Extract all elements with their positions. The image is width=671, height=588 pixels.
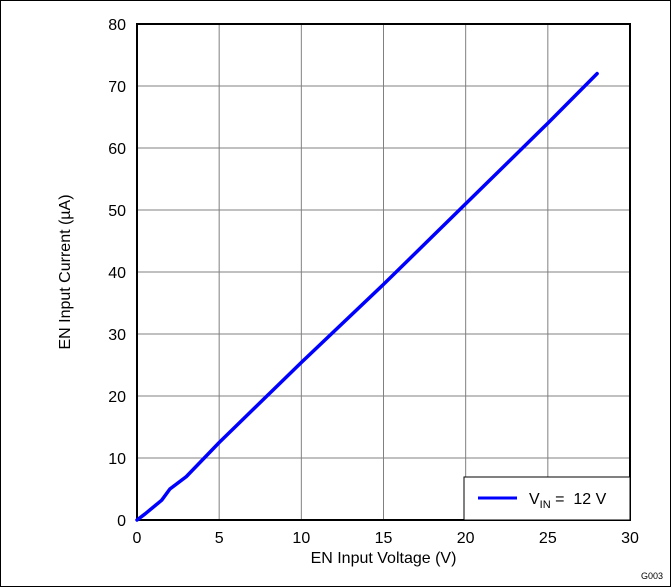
- series-layer: [135, 71, 599, 522]
- y-tick-label: 70: [108, 79, 126, 96]
- legend: VIN = 12 V: [463, 476, 631, 521]
- plot-area-border: [136, 23, 631, 521]
- x-tick-label: 20: [457, 530, 475, 547]
- x-tick-label: 0: [133, 530, 142, 547]
- figure-code: G003: [641, 571, 663, 581]
- x-axis-title: EN Input Voltage (V): [311, 550, 457, 567]
- axis-ticks: 0 5 10 15 20 25 30 0 10 20 30 40 50 60 70 80: [108, 17, 639, 547]
- x-tick-label: 25: [539, 530, 557, 547]
- y-tick-label: 40: [108, 265, 126, 282]
- y-tick-label: 60: [108, 141, 126, 158]
- y-tick-label: 50: [108, 203, 126, 220]
- y-axis-title: EN Input Current (µA): [57, 194, 74, 349]
- x-tick-label: 30: [621, 530, 639, 547]
- legend-label-subscript: IN: [540, 499, 551, 511]
- y-tick-label: 20: [108, 389, 126, 406]
- legend-label-rest: = 12 V: [551, 491, 607, 508]
- x-tick-label: 15: [375, 530, 393, 547]
- y-tick-label: 0: [117, 513, 126, 530]
- grid: [137, 24, 630, 520]
- y-tick-label: 10: [108, 451, 126, 468]
- x-tick-label: 5: [215, 530, 224, 547]
- legend-label-main: V: [529, 491, 540, 508]
- y-tick-label: 80: [108, 17, 126, 34]
- x-tick-label: 10: [292, 530, 310, 547]
- frame-top-border: [0, 0, 671, 1]
- y-tick-label: 30: [108, 327, 126, 344]
- legend-label: VIN = 12 V: [529, 491, 607, 511]
- series-line: [135, 71, 599, 522]
